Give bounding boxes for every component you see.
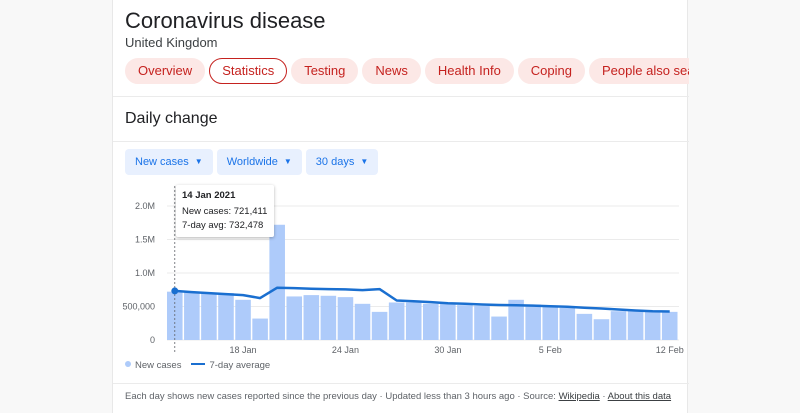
covid-card: Coronavirus disease United Kingdom Overv…	[112, 0, 689, 413]
region-label: Worldwide	[226, 156, 278, 168]
bar-new-cases	[320, 295, 337, 340]
bar-new-cases	[457, 305, 473, 340]
x-tick-label: 5 Feb	[539, 345, 562, 355]
caret-down-icon: ▼	[283, 157, 292, 166]
about-data-link[interactable]: About this data	[607, 391, 672, 402]
footer: Each day shows new cases reported since …	[125, 391, 672, 402]
tooltip-date: 14 Jan 2021	[182, 190, 236, 201]
footer-note: Each day shows new cases reported since …	[125, 391, 524, 402]
bar-new-cases	[201, 293, 217, 340]
divider	[113, 96, 689, 97]
source-label: Source:	[523, 391, 559, 402]
tab-testing[interactable]: Testing	[291, 58, 359, 84]
location-subtitle: United Kingdom	[125, 35, 218, 50]
bar-new-cases	[354, 303, 371, 340]
tab-news[interactable]: News	[362, 58, 421, 84]
line-7-day-average	[174, 286, 670, 313]
bar-new-cases	[593, 319, 610, 340]
bar-new-cases	[542, 306, 559, 340]
bar-new-cases	[423, 303, 439, 340]
x-tick-label: 30 Jan	[434, 345, 461, 355]
bar-new-cases	[286, 296, 303, 340]
hover-point	[171, 287, 179, 295]
bar-new-cases	[405, 302, 422, 340]
bar-new-cases	[559, 307, 576, 340]
divider	[113, 141, 689, 142]
x-tick-label: 12 Feb	[656, 345, 684, 355]
bar-new-cases	[644, 310, 661, 340]
tab-people-also-search[interactable]: People also search for	[589, 58, 689, 84]
bar-new-cases	[661, 311, 678, 340]
bar-new-cases	[269, 224, 285, 340]
bar-new-cases	[371, 311, 388, 340]
divider	[113, 383, 689, 384]
legend-new-cases: New cases	[135, 360, 182, 371]
bar-new-cases	[184, 292, 200, 340]
filter-chips: New cases ▼ Worldwide ▼ 30 days ▼	[125, 149, 382, 175]
bar-new-cases	[610, 311, 627, 340]
metric-dropdown[interactable]: New cases ▼	[125, 149, 213, 175]
bar-new-cases	[218, 293, 234, 340]
region-dropdown[interactable]: Worldwide ▼	[216, 149, 302, 175]
tab-overview[interactable]: Overview	[125, 58, 206, 84]
tab-health-info[interactable]: Health Info	[424, 58, 514, 84]
caret-down-icon: ▼	[194, 157, 203, 166]
bar-new-cases	[576, 313, 593, 340]
y-tick-label: 1.0M	[135, 268, 155, 278]
legend-7-day-average: 7-day average	[209, 360, 271, 371]
bar-new-cases	[388, 302, 405, 340]
bar-new-cases	[303, 295, 320, 340]
bar-new-cases	[491, 316, 507, 340]
tab-statistics[interactable]: Statistics	[209, 58, 288, 84]
bar-new-cases	[252, 318, 268, 340]
range-label: 30 days	[315, 156, 355, 168]
x-tick-label: 18 Jan	[230, 345, 257, 355]
chart-tooltip: 14 Jan 2021 New cases: 721,411 7-day avg…	[176, 185, 274, 237]
bar-new-cases	[337, 297, 354, 340]
bar-new-cases	[508, 299, 524, 340]
x-tick-label: 24 Jan	[332, 345, 359, 355]
bar-new-cases	[474, 305, 490, 340]
bar-new-cases	[235, 299, 251, 340]
bar-new-cases	[627, 309, 644, 340]
range-dropdown[interactable]: 30 days ▼	[305, 149, 379, 175]
y-tick-label: 500,000	[122, 302, 155, 312]
page-title: Coronavirus disease	[125, 8, 326, 33]
tooltip-new-cases: New cases: 721,411	[182, 206, 268, 217]
y-tick-label: 0	[150, 335, 155, 345]
tooltip-avg: 7-day avg: 732,478	[182, 220, 264, 231]
chart-legend: New cases 7-day average	[125, 360, 270, 371]
bar-legend-swatch	[125, 361, 131, 367]
line-legend-swatch	[191, 363, 206, 365]
tab-bar: Overview Statistics Testing News Health Info…	[125, 58, 689, 86]
metric-label: New cases	[135, 156, 189, 168]
bar-new-cases	[440, 303, 456, 340]
tab-coping[interactable]: Coping	[517, 58, 585, 84]
y-tick-label: 2.0M	[135, 201, 155, 211]
bar-new-cases	[525, 304, 541, 340]
caret-down-icon: ▼	[360, 157, 369, 166]
section-title: Daily change	[125, 110, 218, 127]
daily-change-chart[interactable]: 0 500,000 1.0M 1.5M 2.0M 18 Jan 24 Jan 30 Jan 5 …	[113, 180, 689, 360]
wikipedia-link[interactable]: Wikipedia	[558, 391, 600, 402]
y-tick-label: 1.5M	[135, 235, 155, 245]
